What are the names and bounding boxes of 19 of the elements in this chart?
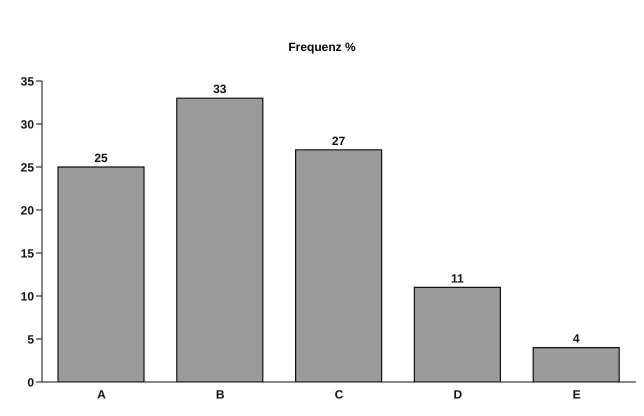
- y-tick-label: 0: [27, 375, 34, 390]
- chart-title: Frequenz %: [287, 40, 357, 54]
- x-tick-label: B: [216, 388, 225, 402]
- x-tick-label: E: [572, 388, 581, 402]
- x-tick-label: C: [334, 388, 344, 402]
- y-tick-label: 5: [27, 332, 34, 346]
- y-tick-label: 35: [20, 74, 34, 88]
- y-tick-label: 10: [20, 289, 34, 304]
- y-tick-label: 30: [20, 117, 34, 132]
- x-tick-label: A: [97, 388, 106, 402]
- data-label: 33: [213, 82, 227, 96]
- y-tick-label: 15: [20, 246, 34, 260]
- data-label: 27: [332, 134, 346, 148]
- x-tick-label: D: [453, 388, 462, 402]
- y-tick-label: 25: [20, 160, 34, 174]
- data-label: 25: [94, 151, 108, 165]
- data-label: 4: [572, 332, 580, 346]
- y-tick-label: 20: [20, 203, 34, 218]
- data-label: 11: [451, 271, 464, 286]
